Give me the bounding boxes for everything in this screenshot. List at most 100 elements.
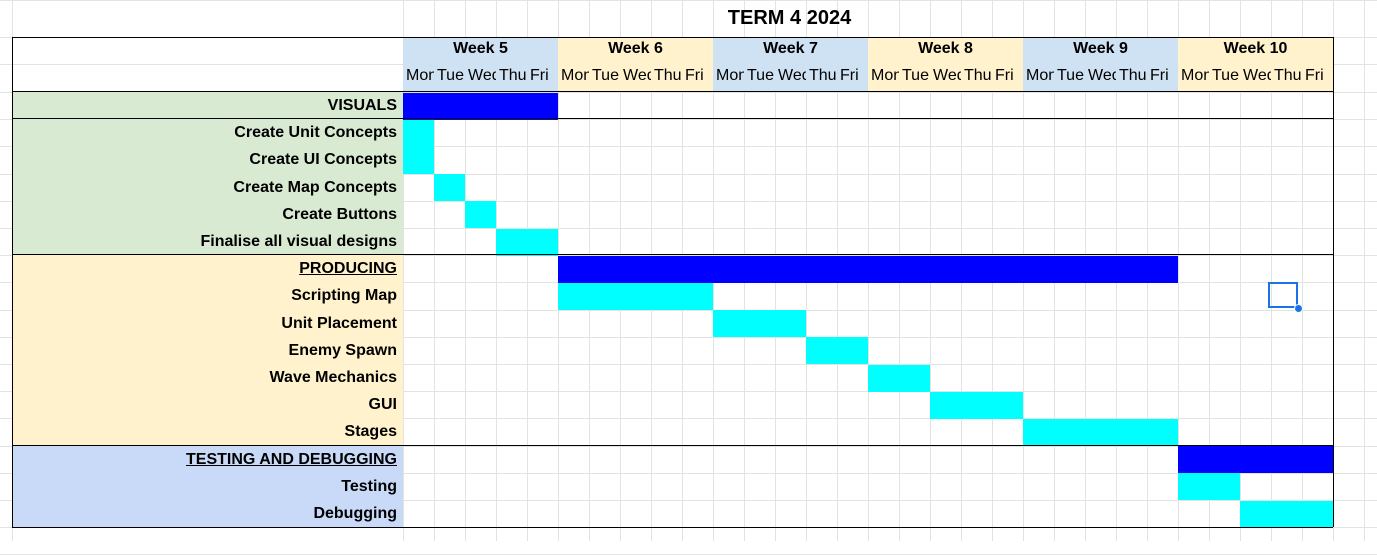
gridline-v — [1209, 0, 1210, 541]
task-bar — [713, 310, 806, 338]
day-header: Fri — [992, 64, 1023, 91]
day-header: Fri — [1302, 64, 1333, 91]
day-header: Wed — [465, 64, 496, 91]
phase-bar — [558, 255, 1178, 283]
day-header: Tue — [744, 64, 775, 91]
border-v — [12, 37, 13, 527]
day-header: Tue — [1209, 64, 1240, 91]
task-label: Unit Placement — [12, 309, 403, 337]
day-header: Tue — [434, 64, 465, 91]
gridline-h — [0, 364, 1377, 365]
week-header: Week 5 — [403, 37, 558, 64]
day-header: Thu — [496, 64, 527, 91]
task-label: Enemy Spawn — [12, 336, 403, 364]
day-header: Fri — [682, 64, 713, 91]
phase-label: VISUALS — [12, 92, 403, 120]
day-header: Mon — [403, 64, 434, 91]
gridline-h — [0, 92, 1377, 93]
gridline-h — [0, 228, 1377, 229]
day-header: Mon — [558, 64, 589, 91]
task-label: Testing — [12, 472, 403, 500]
task-label: Create Unit Concepts — [12, 119, 403, 147]
task-bar — [403, 119, 434, 147]
task-label: Wave Mechanics — [12, 364, 403, 392]
day-header: Tue — [899, 64, 930, 91]
gridline-h — [0, 146, 1377, 147]
border-h — [12, 527, 1333, 528]
day-header: Mon — [1023, 64, 1054, 91]
task-bar — [1023, 418, 1178, 447]
week-header: Week 10 — [1178, 37, 1333, 64]
gridline-h — [0, 446, 1377, 447]
phase-bar — [403, 92, 558, 120]
day-header: Thu — [1116, 64, 1147, 91]
task-bar — [1178, 473, 1240, 501]
task-label: Create UI Concepts — [12, 146, 403, 174]
task-bar — [558, 282, 713, 311]
gridline-h — [0, 0, 1377, 1]
gridline-v — [527, 0, 528, 541]
task-label: Scripting Map — [12, 282, 403, 310]
gridline-v — [496, 0, 497, 541]
task-label: Create Map Concepts — [12, 173, 403, 201]
week-header: Week 7 — [713, 37, 868, 64]
task-bar — [1240, 500, 1333, 528]
day-header: Fri — [527, 64, 558, 91]
selected-cell[interactable] — [1268, 282, 1298, 308]
border-h — [12, 37, 1333, 38]
gridline-h — [0, 391, 1377, 392]
border-h — [12, 254, 1333, 255]
gridline-v — [1178, 0, 1179, 541]
day-header: Thu — [961, 64, 992, 91]
day-header: Thu — [1271, 64, 1302, 91]
day-header: Tue — [589, 64, 620, 91]
gridline-h — [0, 337, 1377, 338]
day-header: Fri — [837, 64, 868, 91]
day-header: Wed — [775, 64, 806, 91]
task-bar — [496, 228, 558, 256]
border-h — [12, 118, 1333, 119]
border-h — [12, 91, 1333, 92]
border-h — [12, 445, 1333, 446]
task-label: GUI — [12, 391, 403, 419]
week-header: Week 8 — [868, 37, 1023, 64]
gridline-v — [1240, 0, 1241, 541]
day-header: Mon — [1178, 64, 1209, 91]
sheet-title: TERM 4 2024 — [727, 7, 852, 29]
phase-bar — [1178, 446, 1333, 474]
task-label: Finalise all visual designs — [12, 228, 403, 256]
gridline-h — [0, 201, 1377, 202]
task-bar — [465, 201, 496, 229]
day-header: Mon — [713, 64, 744, 91]
gridline-v — [403, 0, 404, 541]
gridline-h — [0, 473, 1377, 474]
gridline-v — [1302, 0, 1303, 541]
day-header: Thu — [806, 64, 837, 91]
task-label: Create Buttons — [12, 200, 403, 228]
task-bar — [806, 337, 868, 365]
fill-handle[interactable] — [1294, 304, 1303, 313]
gridline-h — [0, 174, 1377, 175]
task-bar — [434, 174, 465, 202]
day-header: Mon — [868, 64, 899, 91]
task-bar — [403, 146, 434, 175]
day-header: Fri — [1147, 64, 1178, 91]
phase-label: PRODUCING — [12, 255, 403, 283]
task-bar — [930, 391, 1023, 419]
border-v — [1333, 37, 1334, 527]
week-header: Week 6 — [558, 37, 713, 64]
day-header: Wed — [620, 64, 651, 91]
gridline-h — [0, 255, 1377, 256]
gantt-sheet: TERM 4 2024 Week 5 Week 6 Week 7 Week 8 Week… — [12, 7, 1334, 528]
gridline-h — [0, 500, 1377, 501]
task-label: Debugging — [12, 500, 403, 528]
day-header: Wed — [1085, 64, 1116, 91]
phase-label: TESTING AND DEBUGGING — [12, 445, 403, 473]
task-label: Stages — [12, 418, 403, 446]
week-header: Week 9 — [1023, 37, 1178, 64]
gridline-h — [0, 119, 1377, 120]
day-header: Thu — [651, 64, 682, 91]
gridline-v — [1364, 0, 1365, 541]
day-header: Wed — [930, 64, 961, 91]
day-header: Tue — [1054, 64, 1085, 91]
